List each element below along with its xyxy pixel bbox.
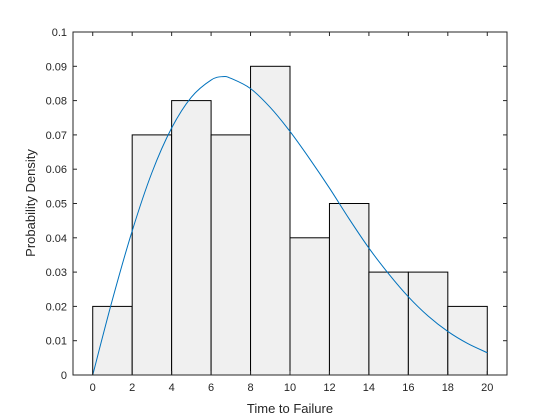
y-tick-label: 0.01: [46, 336, 67, 348]
histogram-bar-2: [131, 134, 173, 376]
y-tick-label: 0.07: [46, 130, 67, 142]
histogram-bar-6: [289, 237, 330, 376]
y-tick-label: 0.04: [46, 233, 67, 245]
x-tick-label: 16: [402, 382, 414, 394]
histogram-bar-3: [171, 100, 212, 376]
histogram-bar-7: [328, 203, 370, 376]
y-tick-label: 0.08: [46, 96, 67, 108]
histogram-bar-10: [447, 305, 488, 376]
y-tick-label: 0.05: [46, 199, 67, 211]
x-tick-label: 0: [90, 382, 96, 394]
histogram-bar-9: [407, 271, 449, 376]
x-tick-label: 12: [323, 382, 335, 394]
y-tick-label: 0.03: [46, 267, 67, 279]
x-tick-label: 18: [442, 382, 454, 394]
x-tick-label: 8: [247, 382, 253, 394]
histogram-bars: [92, 65, 488, 376]
x-tick-label: 10: [284, 382, 296, 394]
histogram-bar-4: [210, 134, 252, 376]
x-tick-label: 20: [481, 382, 493, 394]
y-tick-label: 0.02: [46, 301, 67, 313]
y-axis-label: Probability Density: [23, 149, 38, 257]
histogram-bar-5: [250, 65, 291, 376]
density-curve-layer: [92, 75, 488, 376]
x-tick-label: 14: [363, 382, 375, 394]
y-tick-label: 0.09: [46, 61, 67, 73]
x-tick-label: 2: [129, 382, 135, 394]
histogram-bar-8: [368, 271, 409, 376]
density-curve: [92, 75, 488, 376]
x-axis-ticks: 0 2 4 6 8 10 12 14 16 18 20: [90, 32, 493, 394]
x-axis-label: Time to Failure: [247, 401, 333, 416]
y-tick-label: 0.06: [46, 164, 67, 176]
x-tick-label: 4: [169, 382, 175, 394]
histogram-bar-1: [92, 305, 133, 376]
y-tick-label: 0: [61, 370, 67, 382]
y-tick-label: 0.1: [52, 27, 67, 39]
x-tick-label: 6: [208, 382, 214, 394]
y-axis-ticks: 0 0.01 0.02 0.03 0.04 0.05 0.06 0.07 0.08 0.09 0.1: [46, 27, 507, 382]
